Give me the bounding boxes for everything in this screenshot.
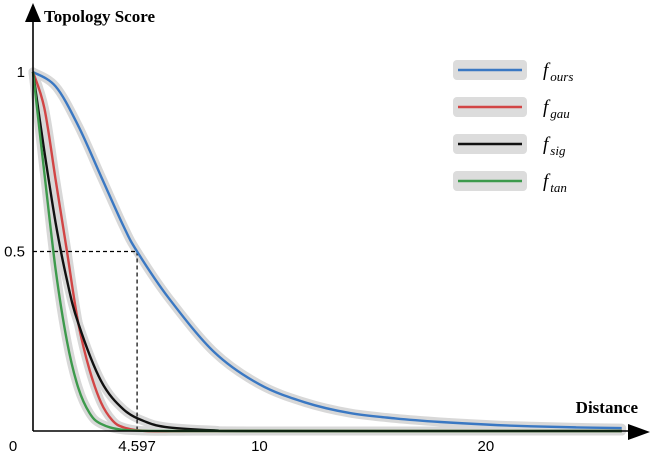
series-line-gau xyxy=(31,71,622,433)
tick-labels: 0 4.597 10 20 0.5 1 xyxy=(4,64,494,455)
y-axis-arrow xyxy=(25,3,41,22)
x-tick-label: 10 xyxy=(251,438,268,455)
series-line-sig xyxy=(31,71,622,433)
series-line-tan xyxy=(31,71,622,433)
x-axis-arrow xyxy=(628,424,650,440)
y-axis-title: Topology Score xyxy=(44,7,155,26)
legend-label-name: f xyxy=(543,60,551,81)
legend-label-name: f xyxy=(543,97,551,118)
legend-label: f gau xyxy=(543,97,570,121)
y-tick-label: 0.5 xyxy=(4,244,25,261)
legend-label: f tan xyxy=(543,171,567,195)
x-axis-title: Distance xyxy=(576,398,639,417)
series-shadow-bands xyxy=(28,67,627,436)
series-band-tan xyxy=(28,67,627,436)
series-band-ours xyxy=(28,67,627,433)
y-tick-label: 1 xyxy=(17,64,25,81)
legend-item-gau: f gau xyxy=(453,97,570,121)
legend-label: f ours xyxy=(543,60,573,84)
series-band-gau xyxy=(28,67,627,436)
axes xyxy=(25,3,650,440)
series-band-sig xyxy=(28,67,627,436)
x-tick-label: 4.597 xyxy=(118,438,156,455)
legend-item-ours: f ours xyxy=(453,60,573,84)
annotation-guides xyxy=(33,250,138,431)
x-tick-label: 20 xyxy=(477,438,494,455)
legend-label-subscript: sig xyxy=(550,143,566,158)
legend-item-sig: f sig xyxy=(453,134,566,158)
legend-item-tan: f tan xyxy=(453,171,567,195)
legend-label-subscript: tan xyxy=(550,180,567,195)
legend-label-name: f xyxy=(543,134,551,155)
legend-label-subscript: gau xyxy=(550,106,570,121)
legend-label-name: f xyxy=(543,171,551,192)
series-line-ours xyxy=(32,70,622,430)
legend-label: f sig xyxy=(543,134,566,158)
legend-label-subscript: ours xyxy=(550,69,573,84)
series-lines xyxy=(31,70,622,433)
x-tick-label: 0 xyxy=(9,438,17,455)
